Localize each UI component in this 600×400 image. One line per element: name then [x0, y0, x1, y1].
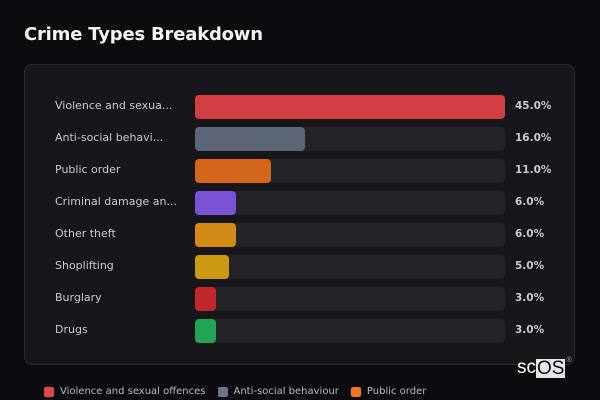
- bar-label: Anti-social behavi...: [55, 131, 164, 144]
- bar-label: Drugs: [55, 323, 88, 336]
- legend-label: Anti-social behaviour: [233, 386, 339, 397]
- bar-label: Shoplifting: [55, 259, 114, 272]
- logo-text-os: OS: [536, 357, 566, 379]
- legend-swatch: [217, 386, 228, 397]
- legend-label: Violence and sexual offences: [60, 386, 206, 397]
- bar-row[interactable]: Public order 11.0%: [25, 159, 574, 183]
- bar-label: Criminal damage an...: [55, 195, 177, 208]
- logo-text-sc: sc: [517, 357, 536, 378]
- bar-fill[interactable]: [195, 159, 271, 183]
- bar-label: Burglary: [55, 291, 102, 304]
- bar-fill[interactable]: [195, 223, 237, 247]
- bar-label: Other theft: [55, 227, 116, 240]
- bar-row[interactable]: Anti-social behavi... 16.0%: [25, 127, 574, 151]
- bar-value: 45.0%: [515, 100, 552, 112]
- chart-panel: Violence and sexua... 45.0% Anti-social be…: [24, 64, 575, 365]
- legend-item[interactable]: Violence and sexual offences: [44, 386, 206, 397]
- bar-row[interactable]: Shoplifting 5.0%: [25, 255, 574, 279]
- chart-title: Crime Types Breakdown: [24, 24, 263, 45]
- bar-track: [195, 95, 505, 119]
- bar-fill[interactable]: [195, 255, 230, 279]
- bar-row[interactable]: Violence and sexua... 45.0%: [25, 95, 574, 119]
- bar-value: 3.0%: [515, 292, 545, 304]
- chart-legend: Violence and sexual offences Anti-social …: [44, 386, 426, 397]
- bar-value: 16.0%: [515, 132, 552, 144]
- bar-fill[interactable]: [195, 95, 505, 119]
- bar-fill[interactable]: [195, 127, 306, 151]
- registered-mark: ®: [566, 356, 572, 364]
- bar-fill[interactable]: [195, 191, 237, 215]
- bar-row[interactable]: Other theft 6.0%: [25, 223, 574, 247]
- bar-fill[interactable]: [195, 319, 216, 343]
- legend-item[interactable]: Anti-social behaviour: [217, 386, 339, 397]
- bar-track: [195, 287, 505, 311]
- bar-track: [195, 159, 505, 183]
- bar-row[interactable]: Criminal damage an... 6.0%: [25, 191, 574, 215]
- bar-track: [195, 255, 505, 279]
- bar-track: [195, 127, 505, 151]
- bar-row[interactable]: Burglary 3.0%: [25, 287, 574, 311]
- bar-row[interactable]: Drugs 3.0%: [25, 319, 574, 343]
- legend-swatch: [44, 386, 54, 397]
- legend-swatch: [350, 386, 361, 397]
- bar-value: 11.0%: [515, 164, 552, 176]
- bar-fill[interactable]: [195, 287, 216, 311]
- bar-track: [195, 223, 505, 247]
- bar-track: [195, 191, 505, 215]
- bar-track: [195, 319, 505, 343]
- bar-value: 5.0%: [515, 260, 545, 272]
- bar-label: Public order: [55, 163, 121, 176]
- bar-value: 6.0%: [515, 196, 545, 208]
- bar-value: 6.0%: [515, 228, 545, 240]
- bar-label: Violence and sexua...: [55, 99, 173, 112]
- bar-value: 3.0%: [515, 324, 545, 336]
- legend-label: Public order: [366, 386, 427, 397]
- brand-logo: sc OS ®: [517, 357, 572, 379]
- legend-item[interactable]: Public order: [350, 386, 427, 397]
